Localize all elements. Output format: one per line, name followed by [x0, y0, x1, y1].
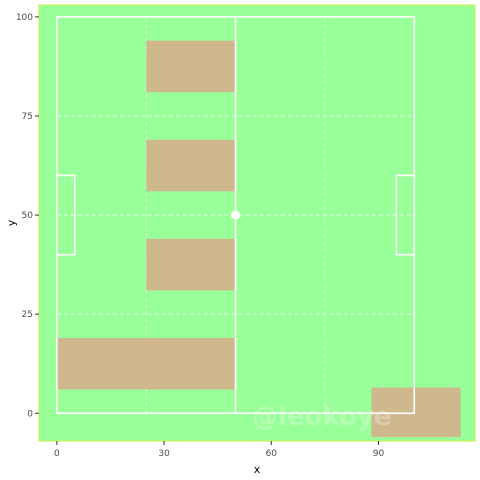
axes: 0 30 60 90 0 25 50 75 100	[16, 13, 385, 459]
x-tick-label: 90	[373, 449, 385, 459]
pitch-lines	[56, 16, 416, 415]
y-tick-label: 0	[27, 409, 33, 419]
left-box	[56, 174, 76, 256]
x-tick-label: 30	[158, 449, 170, 459]
zone-rect	[371, 387, 461, 438]
zones	[56, 40, 461, 438]
y-tick-label: 50	[22, 211, 34, 221]
x-tick-label: 0	[54, 449, 60, 459]
zone-rect	[146, 238, 236, 291]
center-spot	[231, 210, 241, 220]
x-axis-title: x	[254, 463, 261, 476]
zone-rect	[56, 337, 236, 390]
x-tick-label: 60	[266, 449, 278, 459]
watermark: @leokoye	[252, 402, 391, 432]
zone-rect	[146, 40, 236, 93]
y-axis-title: y	[5, 219, 18, 226]
right-box	[395, 174, 415, 256]
y-tick-label: 75	[22, 112, 33, 122]
y-tick-label: 25	[22, 310, 33, 320]
zone-rect	[146, 139, 236, 192]
y-tick-label: 100	[16, 13, 33, 23]
